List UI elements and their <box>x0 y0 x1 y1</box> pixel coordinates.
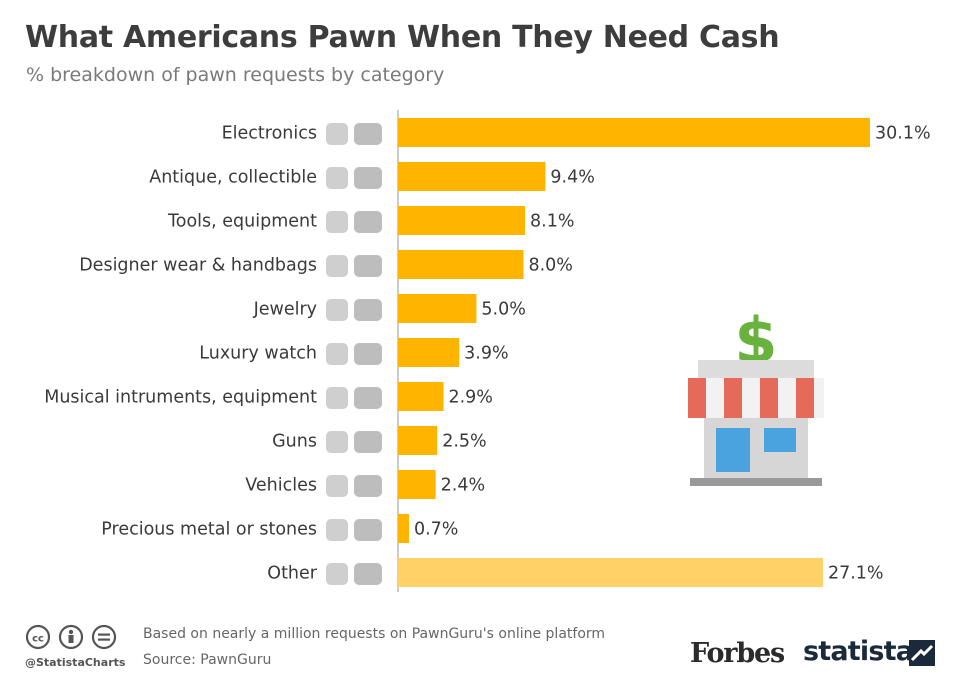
data-label: 2.9% <box>448 388 492 408</box>
statista-handle: @StatistaCharts <box>25 656 126 669</box>
category-label: Luxury watch <box>199 344 317 364</box>
phone-laptop-icon <box>326 123 382 145</box>
statista-logo[interactable]: statista <box>803 636 914 667</box>
category-label: Other <box>267 564 317 584</box>
chainsaw-pliers-icon <box>326 211 382 233</box>
vase-gramophone-icon <box>326 167 382 189</box>
statista-logo-mark <box>909 640 935 666</box>
category-label: Precious metal or stones <box>101 520 317 540</box>
necklace-coins-icon <box>326 519 382 541</box>
pistol-icon <box>326 431 382 453</box>
data-label: 8.1% <box>530 212 574 232</box>
data-label: 8.0% <box>528 256 572 276</box>
source-note: Source: PawnGuru <box>143 652 272 668</box>
watches-icon <box>326 343 382 365</box>
bar <box>398 470 436 499</box>
category-label: Designer wear & handbags <box>79 256 317 276</box>
guitars-sax-icon <box>326 387 382 409</box>
footer-note: Based on nearly a million requests on Pa… <box>143 626 606 642</box>
data-label: 9.4% <box>550 168 594 188</box>
data-label: 2.4% <box>441 476 485 496</box>
data-label: 2.5% <box>442 432 486 452</box>
bar <box>398 514 409 543</box>
pawn-store-icon: $ <box>688 304 824 486</box>
earrings-ring-icon <box>326 299 382 321</box>
bar <box>398 294 477 323</box>
category-label: Guns <box>272 432 317 452</box>
creative-commons-icons: cc <box>25 624 117 650</box>
forbes-logo[interactable]: Forbes <box>690 638 785 669</box>
chart-title: What Americans Pawn When They Need Cash <box>25 20 780 55</box>
category-label: Vehicles <box>245 476 317 496</box>
category-label: Musical intruments, equipment <box>44 388 317 408</box>
bar <box>398 338 460 367</box>
jacket-handbag-icon <box>326 255 382 277</box>
bar <box>398 426 438 455</box>
category-label: Jewelry <box>253 300 317 320</box>
category-label: Antique, collectible <box>149 168 317 188</box>
category-label: Electronics <box>222 124 317 144</box>
svg-text:cc: cc <box>32 634 44 645</box>
bar <box>398 382 444 411</box>
data-label: 27.1% <box>828 564 884 584</box>
bar <box>398 558 823 587</box>
category-label: Tools, equipment <box>167 212 317 232</box>
bar <box>398 250 524 279</box>
bar <box>398 206 526 235</box>
car-icon <box>326 475 382 497</box>
data-label: 30.1% <box>875 124 931 144</box>
bar <box>398 118 870 147</box>
chart-subtitle: % breakdown of pawn requests by category <box>26 64 445 86</box>
bar <box>398 162 546 191</box>
data-label: 0.7% <box>414 520 458 540</box>
data-label: 3.9% <box>464 344 508 364</box>
spoons-basketball-icon <box>326 563 382 585</box>
data-label: 5.0% <box>481 300 525 320</box>
